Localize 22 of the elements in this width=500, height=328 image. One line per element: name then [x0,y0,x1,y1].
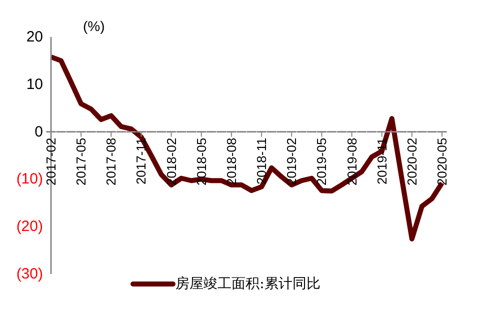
x-tick-label: 2018-02 [164,138,179,186]
x-tick-label: 2017-05 [74,138,89,186]
legend-label: 房屋竣工面积:累计同比 [176,275,320,293]
x-tick-label: 2018-11 [254,138,270,185]
x-tick-label: 2020-02 [404,138,420,186]
y-tick-label: (20) [16,218,43,236]
x-tick-label: 2017-11 [134,138,149,185]
y-tick-label: (30) [16,266,43,282]
text: (%) [83,18,105,34]
y-tick-label: 20 [26,28,43,46]
x-tick-label: 2020-05 [434,138,450,186]
x-tick-label: 2018-05 [194,138,209,186]
x-tick-label: 2019-05 [314,138,330,186]
x-tick-label: 2018-08 [224,138,239,186]
x-tick-label: 2019-11 [374,138,390,185]
x-tick-label: 2017-08 [104,138,119,186]
y-tick-label: (10) [16,170,43,188]
x-tick-label: 2017-02 [44,138,58,186]
x-tick-label: 2019-02 [284,138,300,186]
x-tick-label: 2019-08 [344,138,360,186]
y-tick-label: 0 [34,123,43,140]
y-tick-label: 10 [26,76,43,93]
